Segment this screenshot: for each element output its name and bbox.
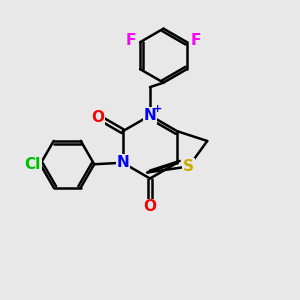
Text: O: O (143, 199, 157, 214)
Text: F: F (126, 33, 136, 48)
Text: Cl: Cl (25, 157, 41, 172)
Text: +: + (153, 104, 162, 114)
Text: F: F (191, 33, 201, 48)
Text: N: N (116, 155, 129, 170)
Text: N: N (144, 108, 156, 123)
Text: O: O (92, 110, 105, 124)
Text: S: S (183, 159, 194, 174)
